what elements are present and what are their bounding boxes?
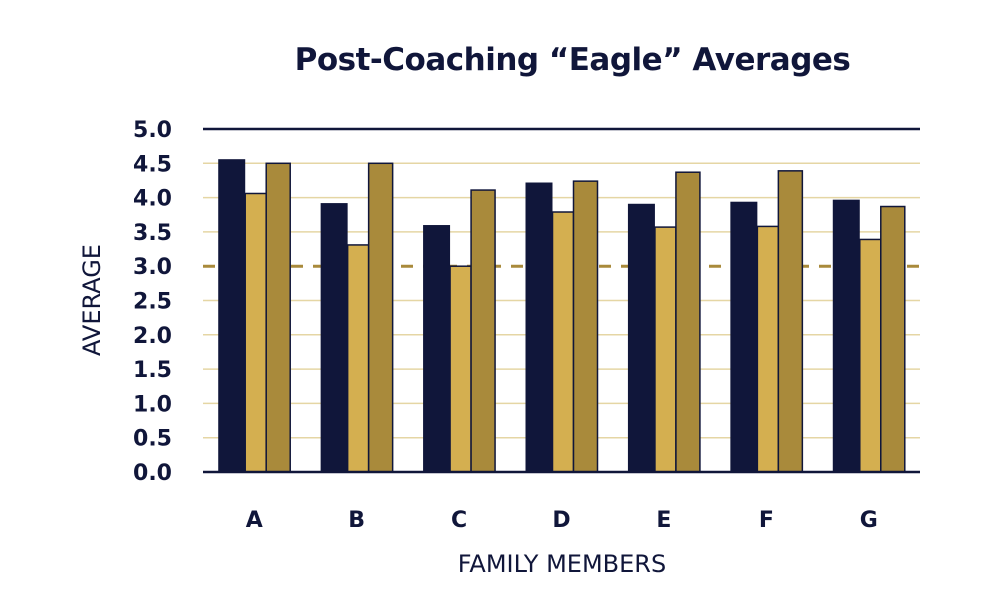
y-tick-label: 2.0	[133, 324, 172, 349]
bar-C-series-1	[423, 225, 451, 472]
y-tick-label: 2.5	[133, 290, 172, 315]
x-tick-label: G	[860, 508, 878, 533]
y-tick-label: 1.0	[133, 392, 172, 417]
bar-E-series-3	[675, 171, 701, 473]
bar-F-series-3	[777, 170, 804, 473]
bar-A-series-2	[244, 192, 267, 473]
x-tick-label: C	[451, 508, 467, 533]
y-tick-label: 4.5	[133, 152, 172, 177]
y-tick-label: 1.5	[133, 358, 172, 383]
y-tick-label: 3.5	[133, 221, 172, 246]
x-tick-label: E	[656, 508, 671, 533]
bar-D-series-3	[572, 180, 599, 473]
bar-B-series-2	[346, 244, 370, 473]
x-tick-label: A	[246, 508, 263, 533]
bar-A-series-1	[218, 159, 246, 472]
chart-title: Post-Coaching “Eagle” Averages	[294, 42, 851, 78]
bar-D-series-2	[551, 211, 575, 473]
y-tick-label: 0.5	[133, 427, 172, 452]
bar-B-series-3	[367, 162, 394, 473]
bar-F-series-1	[730, 201, 758, 472]
bar-G-series-3	[880, 205, 906, 473]
bar-E-series-2	[654, 226, 677, 473]
bar-C-series-2	[449, 265, 472, 473]
x-tick-label: D	[552, 508, 570, 533]
y-tick-label: 4.0	[133, 187, 172, 212]
x-tick-label: B	[348, 508, 365, 533]
bar-A-series-3	[265, 162, 291, 473]
bar-B-series-1	[320, 203, 348, 472]
bar-E-series-1	[627, 203, 655, 473]
bar-G-series-2	[859, 238, 882, 473]
x-tick-label: F	[759, 508, 774, 533]
x-axis-label: FAMILY MEMBERS	[457, 550, 667, 578]
bar-G-series-1	[832, 199, 860, 472]
y-tick-label: 5.0	[133, 118, 172, 143]
y-tick-label: 0.0	[133, 461, 172, 486]
bar-F-series-2	[756, 225, 780, 473]
bar-C-series-3	[470, 189, 496, 473]
y-tick-label: 3.0	[133, 255, 172, 280]
bar-D-series-1	[525, 182, 553, 472]
